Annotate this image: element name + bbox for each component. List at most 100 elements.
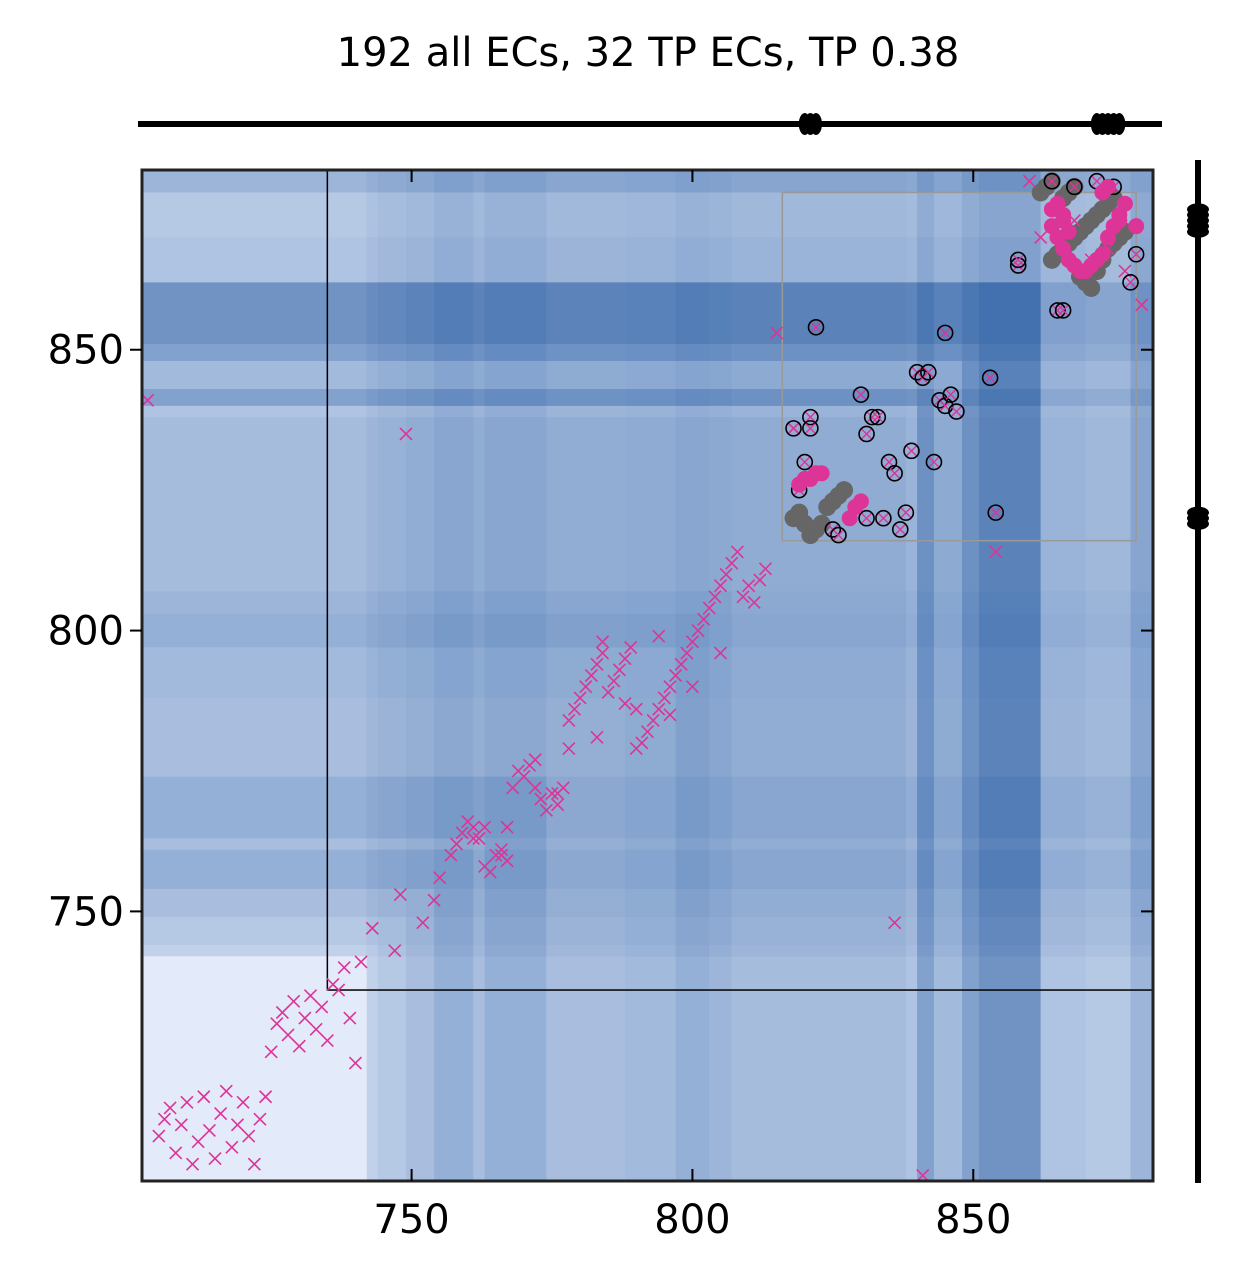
predicted-contact-x bbox=[1034, 230, 1048, 244]
predicted-contact-x bbox=[348, 1056, 362, 1070]
predicted-contact-x bbox=[545, 786, 559, 801]
x-tick-label: 800 bbox=[654, 1197, 730, 1243]
predicted-contact-x bbox=[399, 427, 413, 441]
predicted-contact-x bbox=[1057, 304, 1069, 316]
predicted-contact-x bbox=[494, 843, 509, 857]
predicted-contact-x bbox=[770, 326, 784, 340]
false-positive-circle bbox=[948, 403, 965, 420]
predicted-contact-x bbox=[663, 708, 677, 722]
predicted-contact-x bbox=[202, 1123, 216, 1138]
predicted-contact-x bbox=[208, 1151, 222, 1166]
predicted-contact-x bbox=[472, 831, 486, 845]
predicted-contact-x bbox=[517, 770, 531, 784]
low-density-region bbox=[142, 956, 367, 1181]
true-positive-dot bbox=[1094, 246, 1111, 263]
predicted-contact-x bbox=[270, 1017, 284, 1031]
predicted-contact-x bbox=[657, 691, 671, 705]
predicted-contact-x bbox=[888, 916, 902, 930]
vertical-band bbox=[917, 170, 934, 1181]
predicted-contact-x bbox=[539, 803, 553, 817]
predicted-contact-x bbox=[618, 652, 632, 666]
vertical-band bbox=[1040, 170, 1086, 1181]
predicted-contact-x bbox=[788, 422, 800, 434]
predicted-contact-x bbox=[905, 445, 917, 457]
predicted-contact-x bbox=[742, 579, 756, 593]
predicted-contact-x bbox=[264, 1045, 278, 1059]
predicted-contact-x bbox=[804, 411, 816, 423]
predicted-contact-x bbox=[855, 389, 867, 401]
right-strip-marker bbox=[1187, 506, 1209, 519]
predicted-contact-x bbox=[685, 680, 699, 694]
true-positive-dot bbox=[852, 493, 869, 510]
predicted-contact-x bbox=[922, 366, 934, 378]
predicted-contact-x bbox=[388, 944, 402, 958]
predicted-contact-x bbox=[281, 1028, 295, 1042]
horizontal-band bbox=[142, 170, 1153, 193]
predicted-contact-x bbox=[629, 741, 643, 756]
false-positive-circle bbox=[785, 420, 802, 437]
predicted-contact-x bbox=[427, 893, 441, 907]
true-contact-dot bbox=[835, 481, 854, 500]
true-positive-dot bbox=[1060, 223, 1077, 240]
predicted-contact-x bbox=[152, 1129, 166, 1143]
x-tick-label: 850 bbox=[935, 1197, 1011, 1243]
predicted-contact-x bbox=[230, 1118, 245, 1132]
false-positive-circle bbox=[936, 324, 954, 342]
horizontal-band bbox=[142, 192, 1153, 238]
predicted-contact-x bbox=[320, 1034, 334, 1048]
predicted-contact-x bbox=[163, 1101, 177, 1115]
predicted-contact-x bbox=[590, 730, 604, 744]
predicted-contact-x bbox=[562, 713, 576, 727]
predicted-contact-x bbox=[528, 781, 542, 795]
predicted-contact-x bbox=[736, 590, 750, 604]
predicted-contact-x bbox=[197, 1090, 211, 1104]
true-positive-dot bbox=[1077, 263, 1094, 280]
predicted-contact-x bbox=[579, 680, 593, 694]
horizontal-band bbox=[142, 389, 1153, 406]
predicted-contact-x bbox=[596, 635, 610, 649]
predicted-contact-x bbox=[567, 702, 582, 716]
false-positive-circle bbox=[830, 526, 847, 544]
predicted-contact-x bbox=[607, 674, 621, 688]
top-strip-marker bbox=[1113, 113, 1126, 135]
contact-points bbox=[142, 172, 1149, 1181]
vertical-band bbox=[1085, 170, 1131, 1181]
false-positive-circle bbox=[987, 504, 1005, 521]
predicted-contact-x bbox=[663, 680, 677, 694]
predicted-contact-x bbox=[719, 567, 733, 581]
predicted-contact-x bbox=[354, 955, 368, 969]
predicted-contact-x bbox=[674, 657, 688, 671]
true-contact-dot bbox=[1082, 278, 1101, 297]
predicted-contact-x bbox=[640, 725, 655, 739]
predicted-contact-x bbox=[315, 1000, 329, 1014]
false-positive-circle bbox=[802, 420, 819, 437]
false-positive-circle bbox=[1054, 302, 1072, 319]
predicted-contact-x bbox=[1046, 175, 1058, 187]
predicted-contact-x bbox=[629, 702, 643, 716]
predicted-contact-x bbox=[646, 713, 660, 727]
false-positive-circle bbox=[942, 386, 960, 403]
false-positive-circle bbox=[796, 453, 814, 471]
predicted-contact-x bbox=[247, 1157, 261, 1171]
false-positive-circle bbox=[914, 369, 932, 387]
predicted-contact-x bbox=[799, 456, 811, 468]
predicted-contact-x bbox=[877, 512, 889, 524]
predicted-contact-x bbox=[174, 1118, 188, 1132]
predicted-contact-x bbox=[494, 848, 509, 862]
predicted-contact-x bbox=[990, 507, 1002, 519]
vertical-band bbox=[1130, 170, 1153, 1181]
false-positive-circle bbox=[1127, 245, 1145, 263]
predicted-contact-x bbox=[298, 1011, 312, 1025]
false-positive-circle bbox=[1049, 302, 1066, 319]
predicted-contact-x bbox=[534, 792, 548, 806]
predicted-contact-x bbox=[584, 668, 598, 683]
predicted-contact-x bbox=[596, 646, 610, 660]
predicted-contact-x bbox=[466, 820, 480, 834]
predicted-contact-x bbox=[573, 691, 587, 705]
predicted-contact-x bbox=[1130, 248, 1142, 260]
true-positive-dot bbox=[1116, 195, 1133, 212]
predicted-contact-x bbox=[225, 1140, 239, 1154]
y-tick-label: 750 bbox=[48, 889, 124, 935]
predicted-contact-x bbox=[866, 411, 878, 423]
